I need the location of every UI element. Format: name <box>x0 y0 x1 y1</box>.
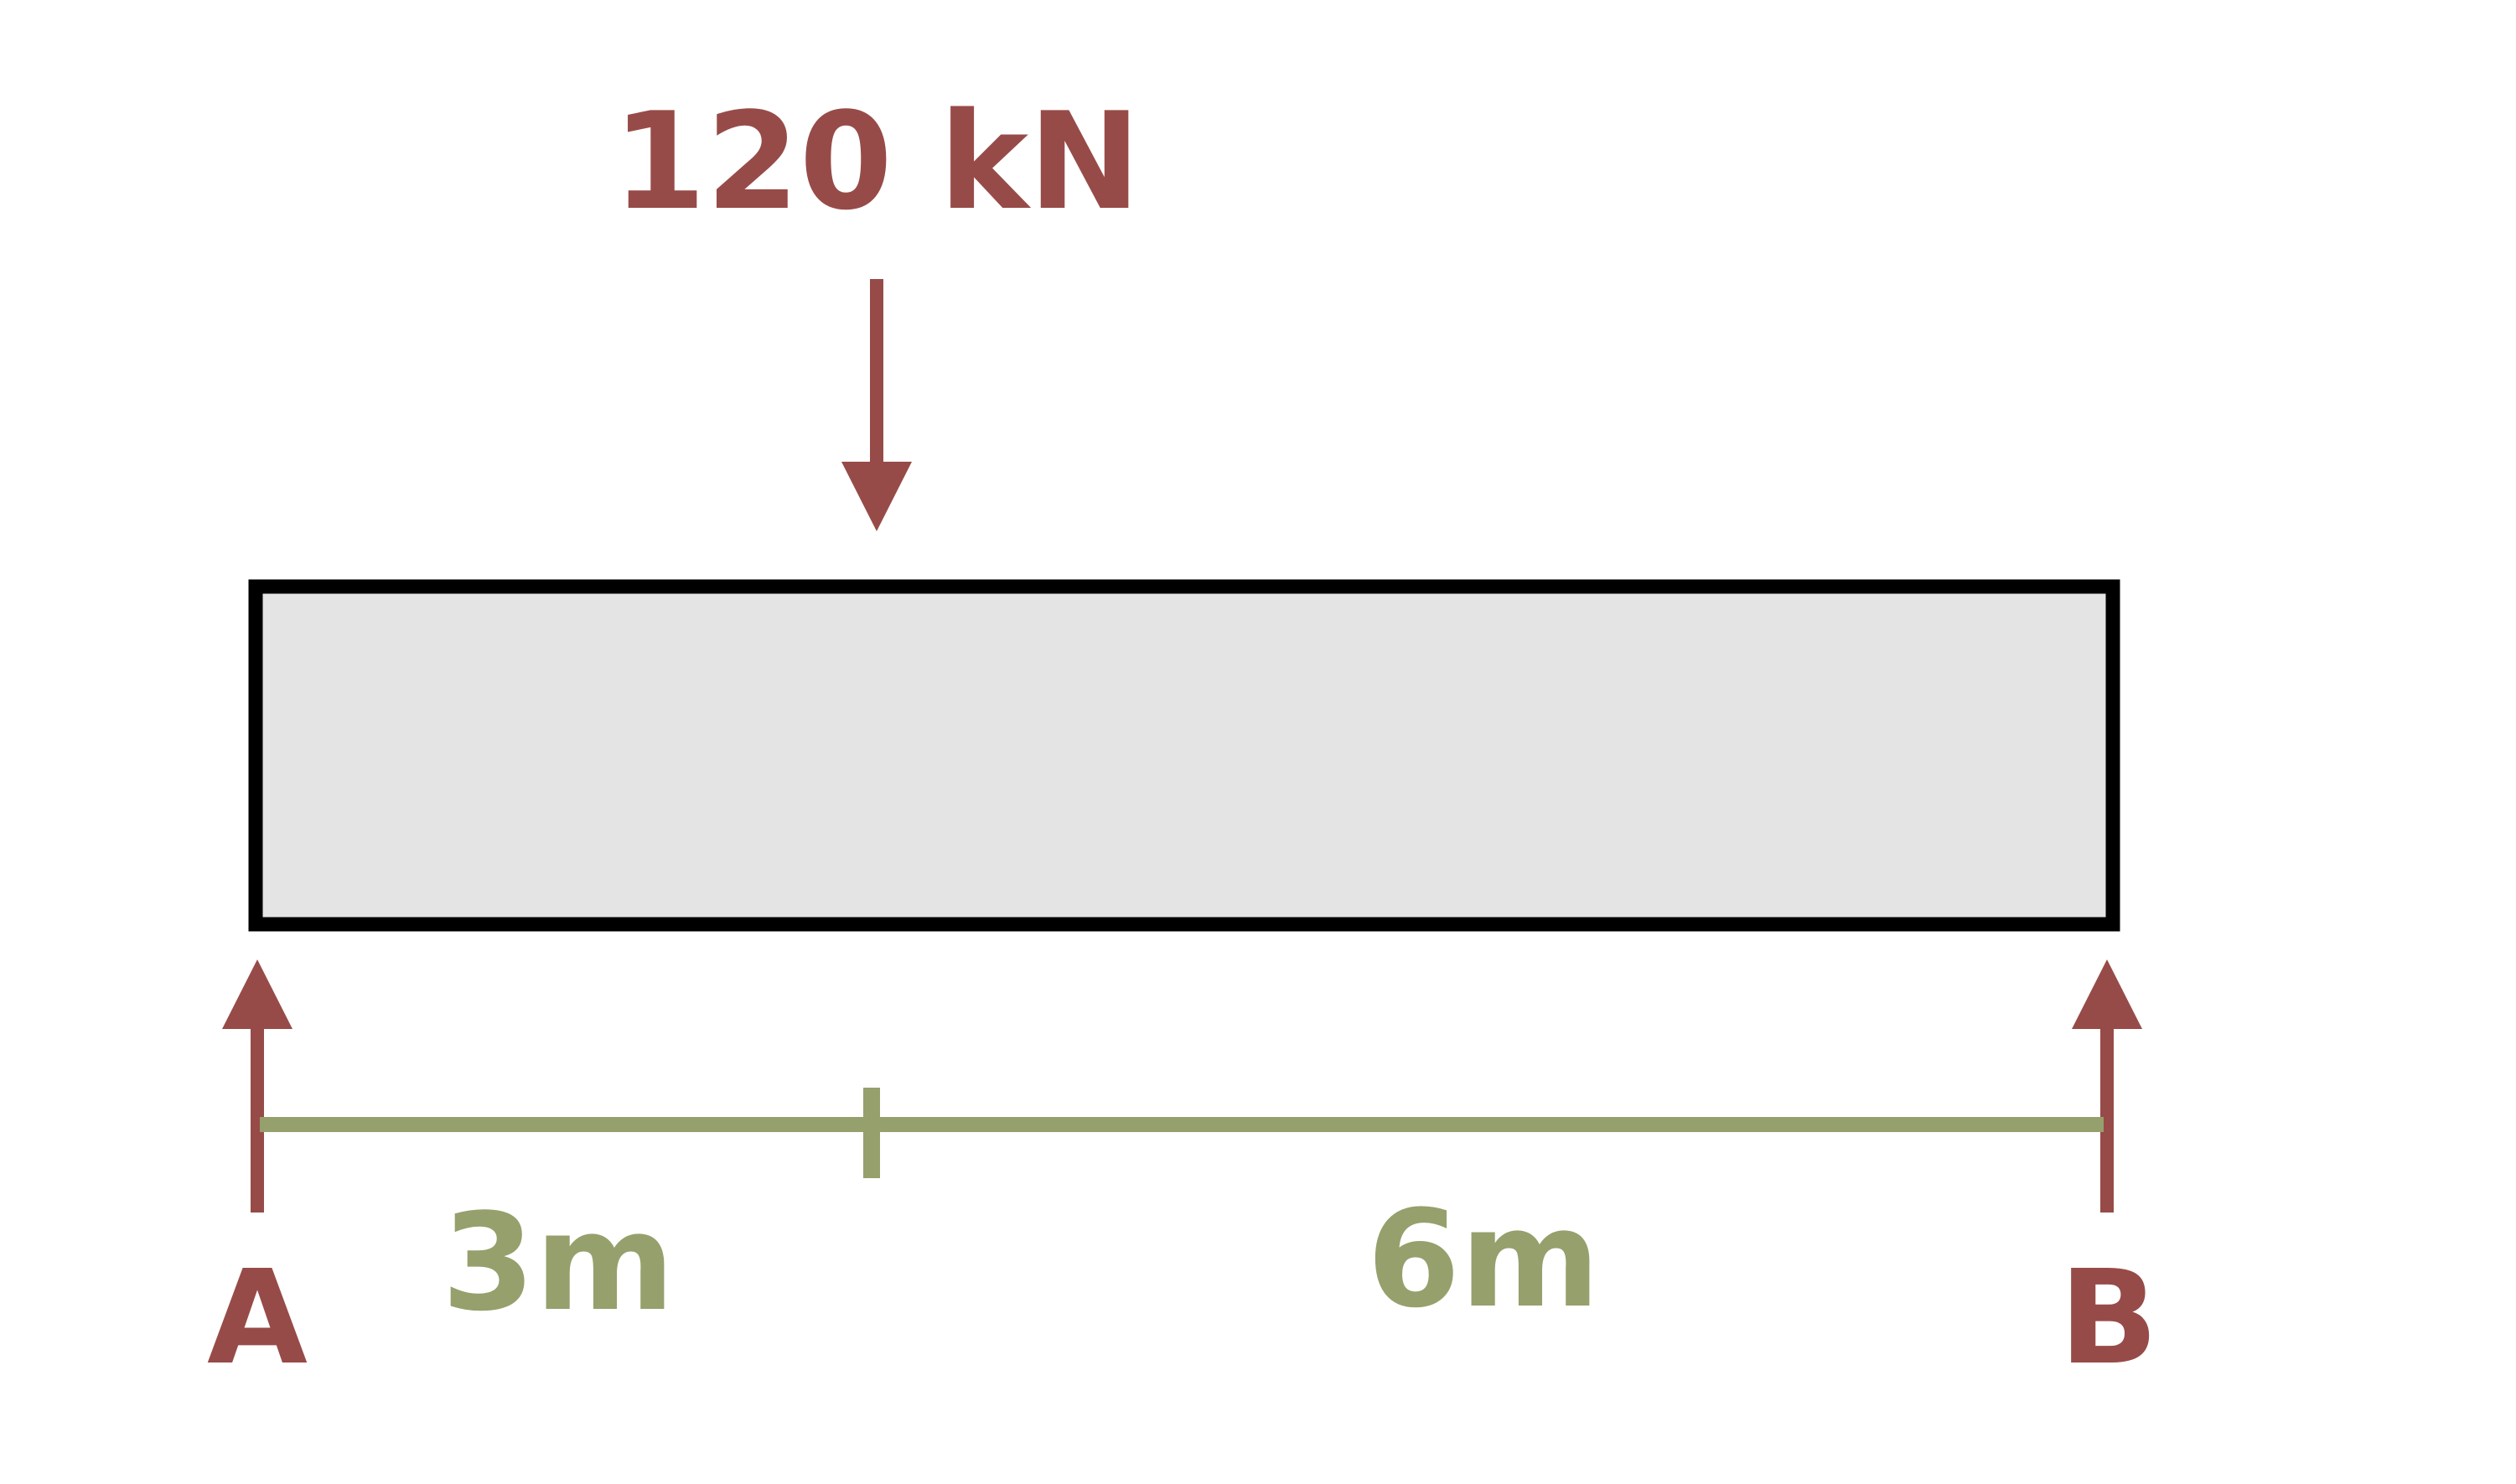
support-label-b: B <box>2059 1242 2158 1394</box>
dimension-label-3m: 3m <box>442 1184 675 1341</box>
reaction-b-arrow-head <box>2072 959 2142 1029</box>
beam <box>248 579 2120 932</box>
load-label: 120 kN <box>613 83 1141 240</box>
support-label-a: A <box>207 1242 308 1394</box>
reaction-a-arrow-head <box>222 959 292 1029</box>
dimension-label-6m: 6m <box>1367 1181 1600 1337</box>
load-arrow-head <box>841 462 912 531</box>
